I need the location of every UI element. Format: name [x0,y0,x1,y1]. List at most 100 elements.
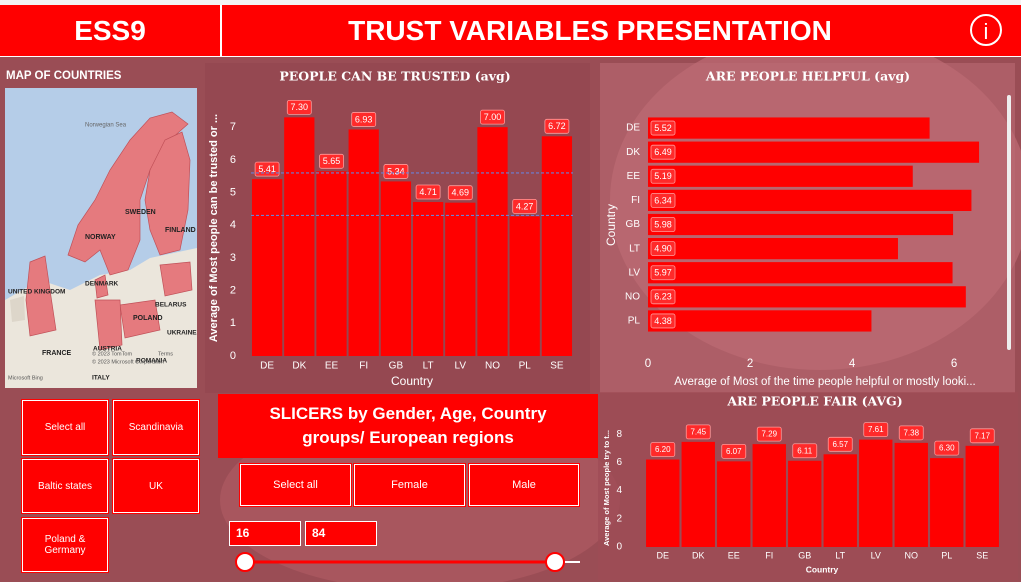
bar [648,213,954,236]
country[interactable] [25,255,57,337]
slicer-title: SLICERS by Gender, Age, Country groups/ … [218,394,598,458]
info-button[interactable]: i [970,14,1002,46]
bar [930,458,964,547]
country[interactable] [94,299,123,351]
country[interactable] [159,261,193,297]
region-button[interactable]: UK [112,458,200,514]
age-min-input[interactable]: 16 [229,521,301,546]
x-tick-label: PL [519,361,532,372]
bar [752,444,786,547]
bar [717,461,751,547]
bar [894,442,928,547]
gender-button[interactable]: Male [468,463,580,507]
bar [788,460,822,547]
y-tick-label: LV [629,267,641,278]
data-label-box [286,99,312,115]
x-tick-label: GB [798,550,811,560]
map-label: BELARUS [155,302,187,309]
axis-title: Average of Most people can be trusted or… [208,114,220,342]
region-button[interactable]: Scandinavia [112,399,200,456]
y-tick-label: 8 [616,429,622,440]
x-tick-label: SE [550,361,564,372]
data-label: 5.19 [654,171,672,181]
map-title: MAP OF COUNTRIES [6,70,122,82]
data-label: 5.65 [323,156,341,166]
x-tick-label: 6 [951,358,957,370]
data-label-box [650,192,676,208]
map-label: SWEDEN [125,209,156,216]
bar [681,441,715,547]
country[interactable] [119,299,161,339]
country[interactable] [144,131,191,256]
y-tick-label: 7 [230,121,236,133]
data-label-box [934,440,960,456]
region-button[interactable]: Poland & Germany [21,517,109,573]
y-tick-label: 5 [230,186,236,198]
header: ESS9 TRUST VARIABLES PRESENTATION i [0,5,1021,57]
data-label-box [969,428,995,444]
x-tick-label: LV [871,550,881,560]
map: MAP OF COUNTRIES Norwegian Sea SWEDEN FINL… [3,65,201,392]
data-label: 6.72 [548,121,566,131]
region-button[interactable]: Baltic states [21,458,109,514]
data-label-box [351,112,377,127]
map-label: ROMANIA [136,358,167,365]
axis-title: Average of Most people try to t... [602,430,611,546]
data-label-box [650,168,676,184]
data-label-box [650,289,676,305]
data-label: 4.90 [654,243,672,253]
age-slider[interactable] [230,550,590,575]
x-tick-label: GB [389,361,404,372]
data-label-box [685,424,711,440]
data-label: 5.52 [654,123,672,133]
age-max-input[interactable]: 84 [305,521,377,546]
data-label: 5.41 [258,164,276,174]
data-label: 7.30 [291,102,309,112]
gender-button[interactable]: Female [353,463,466,507]
x-tick-label: SE [976,550,988,560]
chart-title: ARE PEOPLE FAIR (AVG) [726,394,902,409]
map-attribution: Microsoft Bing [8,375,43,381]
x-tick-label: DE [656,550,669,560]
map-label: UKRAINE [167,330,197,337]
ribbon-strip [0,0,1021,5]
x-tick-label: LT [423,361,434,372]
data-label-box [512,199,538,214]
data-label-box [650,442,676,457]
gender-button[interactable]: Select all [239,463,352,507]
y-tick-label: EE [627,171,641,182]
bar [412,202,444,356]
x-tick-label: PL [941,550,952,560]
data-label: 6.57 [832,440,848,449]
bar [648,165,913,187]
data-label: 6.30 [939,444,955,453]
y-tick-label: 2 [230,285,236,297]
y-tick-label: FI [631,195,640,206]
map-label: Norwegian Sea [85,123,127,129]
y-tick-label: 1 [230,317,236,329]
bar [648,262,953,284]
y-tick-label: LT [629,243,640,254]
bar [348,129,379,356]
data-label: 7.61 [868,425,884,434]
country[interactable] [94,274,109,299]
bar [646,459,680,547]
y-tick-label: GB [626,219,641,230]
slider-handle[interactable] [545,552,565,572]
data-label-box [898,425,924,441]
map-label: POLAND [133,315,163,322]
data-label-box [650,241,676,257]
slider-handle[interactable] [235,552,255,572]
data-label-box [650,144,676,160]
region-button[interactable]: Select all [21,399,109,456]
bar [477,127,508,357]
map-attribution: © 2023 Microsoft Corporation [92,358,164,365]
data-label-box [319,153,344,169]
bar [859,439,893,547]
data-label-box [792,443,818,459]
scrollbar[interactable] [1007,95,1011,350]
y-tick-label: 0 [230,350,236,362]
y-tick-label: 3 [230,252,236,264]
bar [648,117,930,139]
bar [251,179,283,356]
